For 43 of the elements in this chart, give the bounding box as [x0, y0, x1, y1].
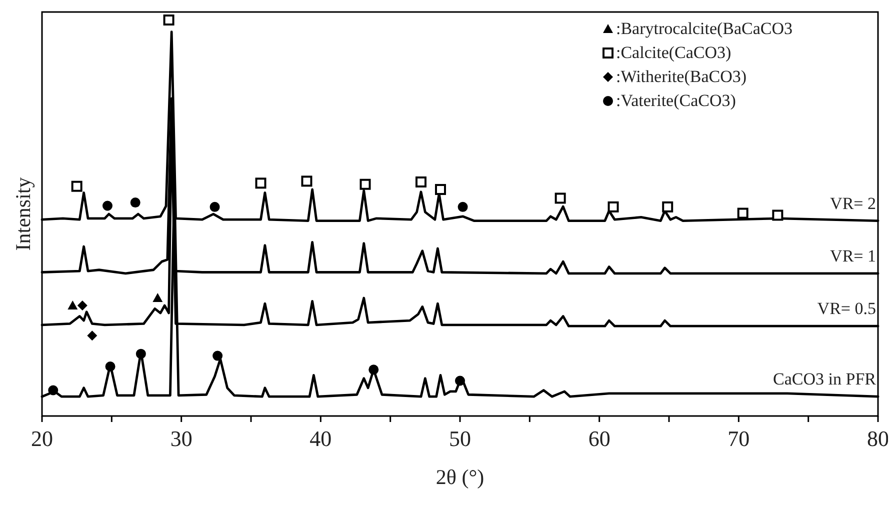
series-label: VR= 2 — [830, 194, 876, 213]
x-tick-label: 30 — [170, 426, 192, 451]
point — [554, 192, 566, 204]
point — [662, 201, 674, 212]
legend-label: :Calcite(CaCO3) — [616, 43, 732, 62]
point — [301, 176, 312, 187]
point — [68, 300, 78, 310]
point — [255, 178, 266, 189]
point — [136, 348, 146, 359]
x-tick-label: 60 — [588, 426, 610, 451]
point — [48, 385, 58, 396]
point — [212, 350, 223, 361]
point — [415, 176, 426, 188]
series-label: VR= 1 — [830, 246, 876, 266]
series-label: VR= 0.5 — [817, 299, 876, 318]
x-tick-label: 50 — [449, 426, 471, 451]
point — [772, 210, 784, 221]
point — [368, 364, 379, 375]
point — [87, 330, 98, 341]
point — [210, 202, 220, 212]
point — [102, 200, 112, 211]
legend-label: :Vaterite(CaCO3) — [616, 91, 736, 110]
point — [71, 180, 82, 192]
x-axis-title: 2θ (°) — [436, 465, 484, 489]
x-tick-label: 80 — [867, 426, 889, 451]
point — [105, 362, 116, 372]
y-axis-title: Intensity — [11, 176, 35, 251]
point — [152, 292, 163, 302]
legend-label: :Barytrocalcite(BaCaCO3 — [616, 19, 793, 38]
x-tick-label: 20 — [31, 426, 53, 451]
point — [455, 376, 465, 386]
x-tick-label: 70 — [728, 426, 750, 451]
point — [434, 184, 446, 195]
point — [458, 202, 468, 212]
point — [360, 178, 371, 190]
point — [608, 201, 619, 212]
x-tick-label: 40 — [310, 426, 332, 451]
point — [130, 198, 140, 208]
legend-label: :Witherite(BaCO3) — [616, 67, 747, 86]
point — [163, 14, 174, 26]
series-label: CaCO3 in PFR — [773, 370, 877, 389]
point — [77, 300, 88, 311]
point — [737, 208, 748, 219]
